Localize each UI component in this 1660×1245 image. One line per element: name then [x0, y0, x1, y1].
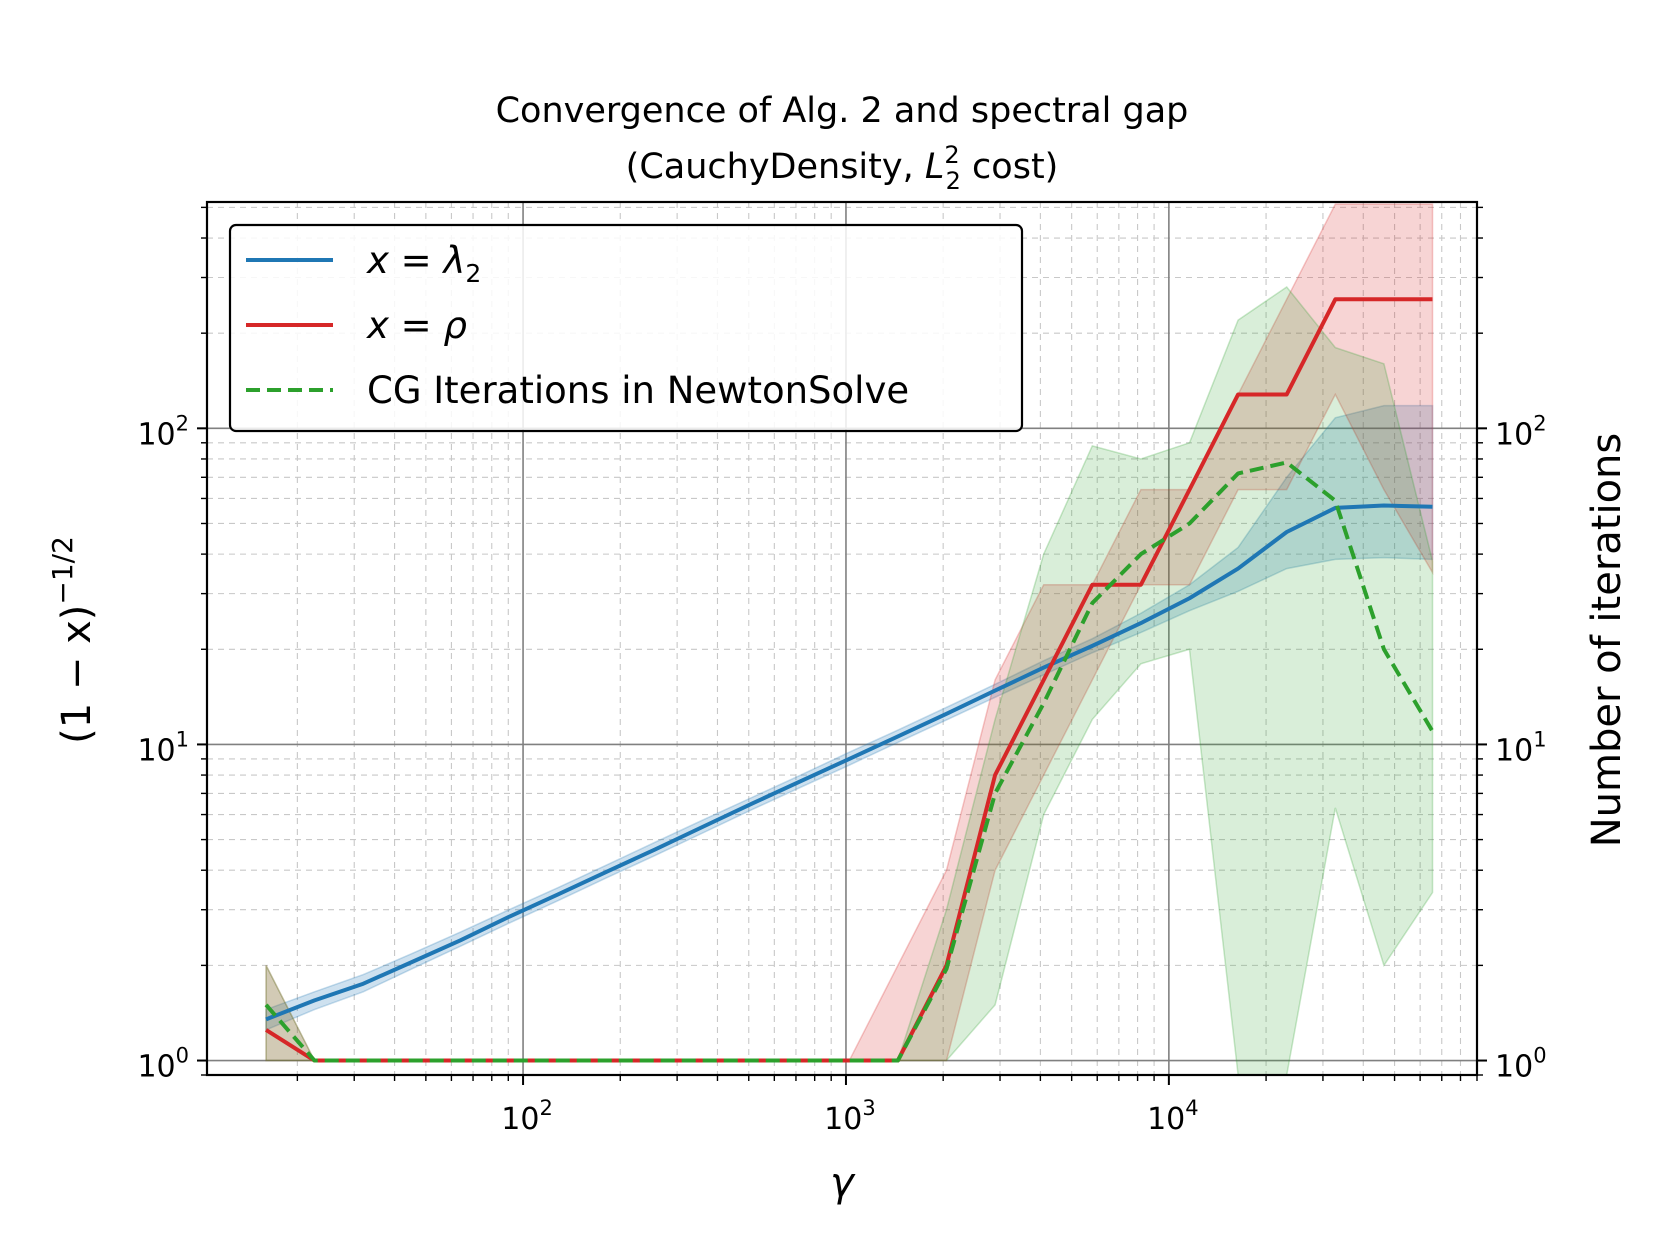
legend: x = λ2 x = ρ CG Iterations in NewtonSolv…	[228, 223, 1024, 433]
x-axis-label: γ	[830, 1160, 856, 1206]
subtitle-subscript: 2	[946, 167, 961, 195]
legend-label-cg-iterations: CG Iterations in NewtonSolve	[367, 369, 909, 412]
legend-label-lambda2: x = λ2	[366, 239, 481, 288]
x-tick-label: 103	[824, 1096, 876, 1137]
y2-tick-label: 101	[1495, 727, 1547, 768]
line-series-0	[265, 503, 1433, 1022]
plot-frame	[205, 200, 1479, 1077]
y-tick-label: 100	[137, 1044, 189, 1085]
y2-tick-label: 100	[1495, 1044, 1547, 1085]
chart-title: Convergence of Alg. 2 and spectral gap	[496, 91, 1189, 131]
y-tick-label: 102	[137, 411, 189, 452]
y2-axis-label: Number of iterations	[1584, 433, 1630, 848]
series-lines	[264, 297, 1435, 1063]
y2-tick-label: 102	[1495, 411, 1547, 452]
axis-ticks	[197, 206, 1487, 1085]
y-tick-label: 101	[137, 727, 189, 768]
legend-label-rho: x = ρ	[366, 304, 467, 347]
band-series-0	[265, 404, 1434, 1032]
line-series-2	[264, 460, 1435, 1063]
minor-gridlines	[207, 202, 1478, 1076]
chart-subtitle: (CauchyDensity, L2 2 cost)	[626, 141, 1059, 195]
legend-box	[228, 223, 1024, 433]
subtitle-superscript: 2	[944, 141, 959, 169]
y-axis-label: (1 − x)−1/2	[46, 536, 100, 744]
x-tick-label: 104	[1147, 1096, 1199, 1137]
tick-labels: 102 103 104 100 100 101 101 102 102	[137, 411, 1546, 1137]
x-tick-label: 102	[501, 1096, 553, 1137]
